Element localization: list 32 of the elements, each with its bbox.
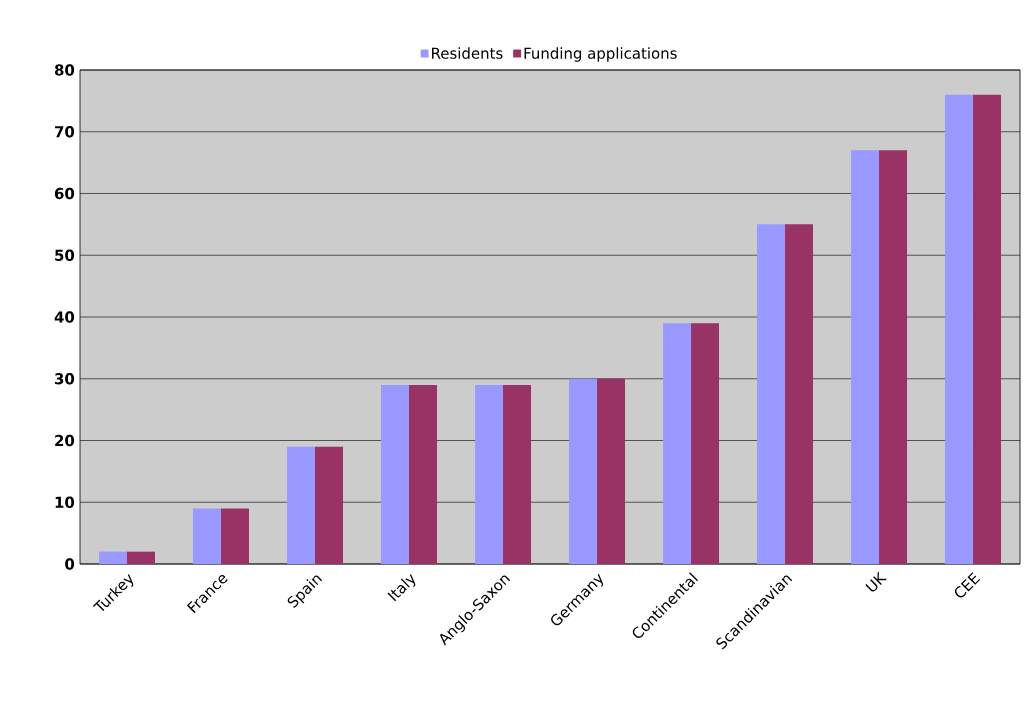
bar bbox=[315, 446, 343, 564]
y-tick-label: 80 bbox=[54, 64, 75, 76]
bar bbox=[193, 508, 221, 564]
bar bbox=[597, 378, 626, 564]
y-tick-label: 10 bbox=[55, 496, 75, 508]
y-tick-label: 70 bbox=[55, 126, 75, 138]
bar bbox=[945, 94, 974, 564]
bar bbox=[221, 508, 249, 564]
x-tick-label: UK bbox=[865, 571, 887, 592]
bar bbox=[503, 384, 532, 564]
bar bbox=[757, 224, 786, 564]
y-tick-label: 50 bbox=[55, 249, 75, 261]
bar bbox=[99, 551, 127, 564]
y-tick-label: 20 bbox=[55, 434, 75, 447]
bar bbox=[287, 446, 315, 564]
bar bbox=[475, 384, 504, 564]
bar bbox=[879, 150, 908, 564]
bar bbox=[691, 323, 720, 564]
y-tick-label: 40 bbox=[54, 311, 75, 323]
y-tick-label: 30 bbox=[55, 373, 75, 385]
bar bbox=[409, 384, 438, 564]
legend-label: Funding applications bbox=[524, 47, 677, 62]
bar bbox=[127, 551, 155, 564]
bar bbox=[785, 224, 814, 564]
bar bbox=[381, 384, 410, 564]
bar bbox=[663, 323, 692, 564]
legend-label: Residents bbox=[432, 47, 503, 59]
y-tick-label: 0 bbox=[65, 558, 75, 570]
bar bbox=[973, 94, 1002, 564]
bar bbox=[569, 378, 598, 564]
bar bbox=[851, 150, 880, 564]
y-tick-label: 60 bbox=[54, 187, 75, 200]
